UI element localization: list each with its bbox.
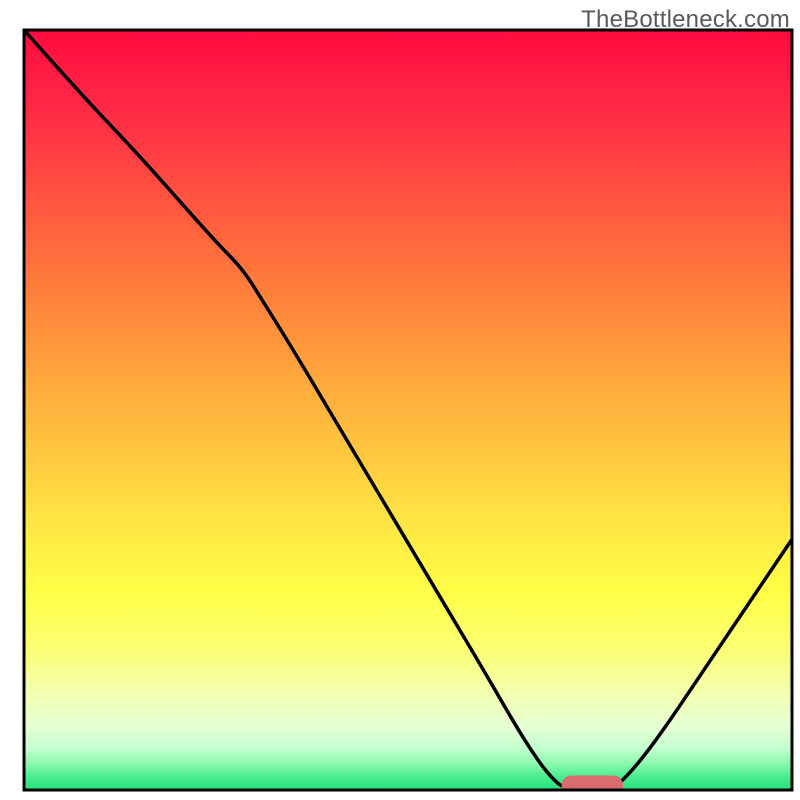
plot-background xyxy=(24,30,792,790)
chart-canvas xyxy=(0,0,800,800)
bottleneck-chart: TheBottleneck.com xyxy=(0,0,800,800)
watermark-label: TheBottleneck.com xyxy=(581,6,790,34)
optimal-marker xyxy=(562,776,623,796)
